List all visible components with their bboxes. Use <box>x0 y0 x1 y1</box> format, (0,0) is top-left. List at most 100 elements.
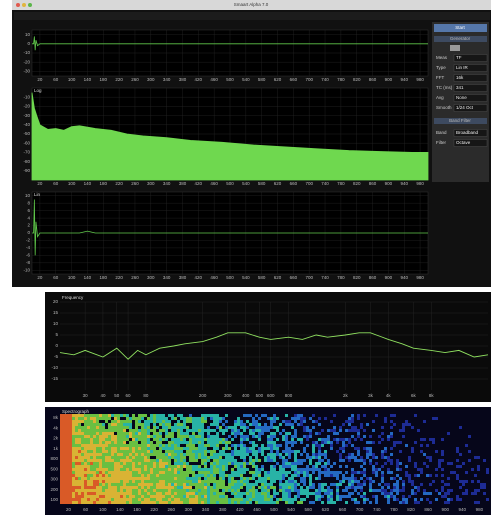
spectro-cell <box>168 474 171 477</box>
spectro-cell <box>195 426 198 429</box>
spectro-cell <box>111 465 114 468</box>
spectro-cell <box>282 492 285 495</box>
spectro-cell <box>150 495 153 498</box>
spectro-cell <box>186 480 189 483</box>
spectro-cell <box>465 444 468 447</box>
spectro-cell <box>156 435 159 438</box>
spectro-cell <box>306 468 309 471</box>
spectro-cell <box>90 435 93 438</box>
spectro-cell <box>126 483 129 486</box>
spectro-cell <box>243 438 246 441</box>
spectro-cell <box>315 420 318 423</box>
spectro-cell <box>153 420 156 423</box>
spectro-cell <box>441 474 444 477</box>
spectro-cell <box>243 426 246 429</box>
spectro-cell <box>75 450 78 453</box>
spectro-cell <box>123 498 126 501</box>
spectro-cell <box>168 450 171 453</box>
spectro-cell <box>108 450 111 453</box>
spectro-cell <box>156 471 159 474</box>
control-label: FFT <box>436 75 444 80</box>
generator-button[interactable] <box>450 45 460 51</box>
spectro-cell <box>177 456 180 459</box>
spectro-cell <box>243 492 246 495</box>
spectro-cell <box>81 477 84 480</box>
spectro-cell <box>219 438 222 441</box>
spectro-cell <box>150 477 153 480</box>
spectro-cell <box>399 462 402 465</box>
spectro-cell <box>390 453 393 456</box>
spectro-cell <box>153 468 156 471</box>
spectro-cell <box>117 414 120 417</box>
spectro-cell <box>156 438 159 441</box>
spectro-cell <box>213 501 216 504</box>
spectro-cell <box>120 462 123 465</box>
spectro-cell <box>303 426 306 429</box>
x-tick-label: 420 <box>236 507 244 512</box>
spectro-cell <box>465 492 468 495</box>
spectro-cell <box>288 501 291 504</box>
spectro-cell <box>126 435 129 438</box>
zoom-button[interactable] <box>28 3 32 7</box>
spectro-cell <box>396 480 399 483</box>
spectro-cell <box>87 501 90 504</box>
spectro-cell <box>261 426 264 429</box>
spectro-cell <box>357 459 360 462</box>
spectro-cell <box>111 486 114 489</box>
spectro-cell <box>114 459 117 462</box>
spectro-cell <box>84 459 87 462</box>
spectro-cell <box>93 459 96 462</box>
spectro-cell <box>189 465 192 468</box>
spectro-cell <box>321 465 324 468</box>
spectro-cell <box>93 465 96 468</box>
close-button[interactable] <box>16 3 20 7</box>
spectro-cell <box>72 441 75 444</box>
spectro-cell <box>72 438 75 441</box>
spectro-cell <box>78 480 81 483</box>
spectro-cell <box>423 489 426 492</box>
spectro-cell <box>156 468 159 471</box>
spectro-cell <box>72 486 75 489</box>
dropdown-value: 341 <box>456 85 464 90</box>
spectro-cell <box>195 474 198 477</box>
spectro-cell <box>396 498 399 501</box>
spectro-cell <box>450 462 453 465</box>
spectro-cell <box>237 462 240 465</box>
spectro-cell <box>210 480 213 483</box>
spectro-cell <box>264 474 267 477</box>
spectro-cell <box>273 486 276 489</box>
spectro-cell <box>105 495 108 498</box>
spectro-cell <box>285 495 288 498</box>
spectro-cell <box>273 426 276 429</box>
spectro-cell <box>258 438 261 441</box>
minimize-button[interactable] <box>22 3 26 7</box>
spectro-cell <box>201 492 204 495</box>
spectro-cell <box>399 441 402 444</box>
spectro-cell <box>393 483 396 486</box>
spectro-cell <box>459 453 462 456</box>
spectro-cell <box>75 498 78 501</box>
spectro-cell <box>291 483 294 486</box>
spectro-cell <box>123 444 126 447</box>
spectro-cell <box>141 459 144 462</box>
spectro-cell <box>120 426 123 429</box>
spectro-cell <box>249 486 252 489</box>
spectro-cell <box>69 414 72 417</box>
spectro-cell <box>312 468 315 471</box>
y-tick-label: 10 <box>25 193 31 198</box>
spectro-cell <box>144 450 147 453</box>
spectro-cell <box>273 501 276 504</box>
x-tick-label: 700 <box>305 181 313 186</box>
spectro-cell <box>171 441 174 444</box>
spectro-cell <box>273 414 276 417</box>
spectro-cell <box>63 438 66 441</box>
spectro-cell <box>90 477 93 480</box>
spectro-cell <box>237 429 240 432</box>
spectro-cell <box>351 435 354 438</box>
spectro-cell <box>258 474 261 477</box>
spectro-cell <box>210 441 213 444</box>
spectro-cell <box>129 435 132 438</box>
spectro-cell <box>93 450 96 453</box>
spectro-cell <box>291 486 294 489</box>
spectro-cell <box>126 417 129 420</box>
